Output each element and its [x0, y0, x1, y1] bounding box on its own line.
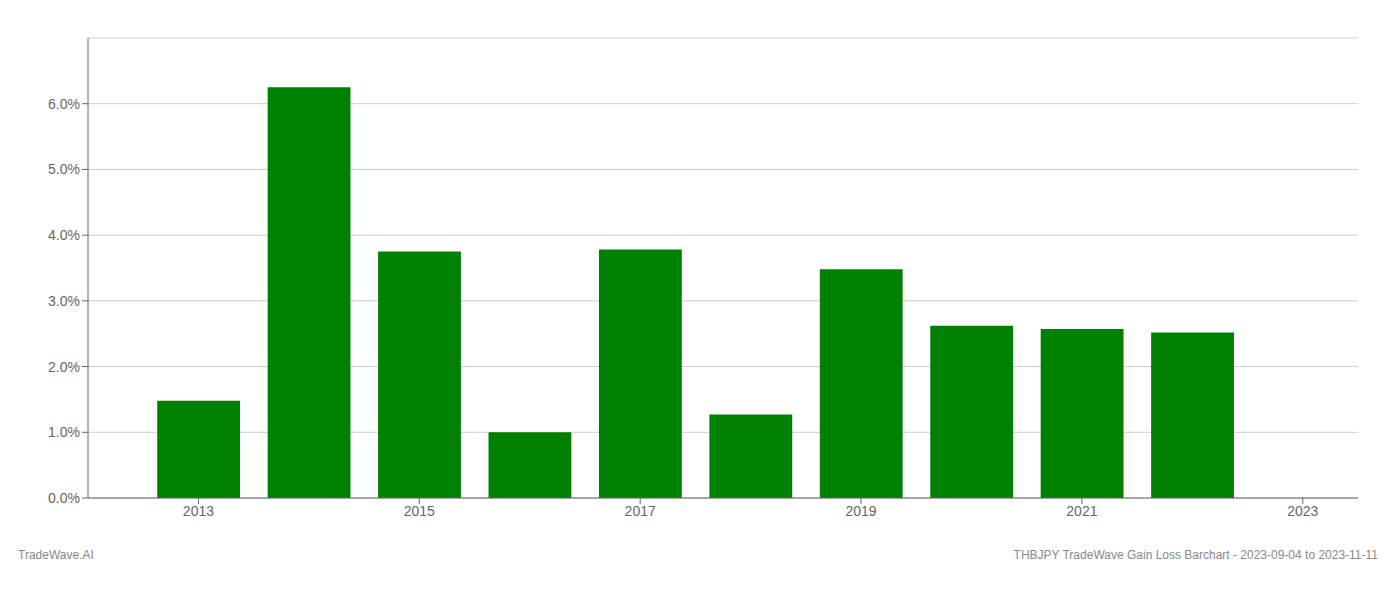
svg-text:2019: 2019	[845, 503, 876, 519]
html-text:THBJPY TradeWave Gain Loss Bar: THBJPY TradeWave Gain Loss Barchart - 20…	[1013, 548, 1378, 562]
svg-text:6.0%: 6.0%	[48, 96, 80, 112]
svg-text:3.0%: 3.0%	[48, 293, 80, 309]
svg-text:2017: 2017	[625, 503, 656, 519]
svg-text:5.0%: 5.0%	[48, 161, 80, 177]
html-text:TradeWave.AI: TradeWave.AI	[18, 548, 94, 562]
svg-text:2023: 2023	[1287, 503, 1318, 519]
svg-text:2021: 2021	[1066, 503, 1097, 519]
svg-text:2015: 2015	[404, 503, 435, 519]
svg-text:4.0%: 4.0%	[48, 227, 80, 243]
svg-text:2013: 2013	[183, 503, 214, 519]
svg-text:1.0%: 1.0%	[48, 424, 80, 440]
svg-text:2.0%: 2.0%	[48, 359, 80, 375]
svg-text:0.0%: 0.0%	[48, 490, 80, 506]
